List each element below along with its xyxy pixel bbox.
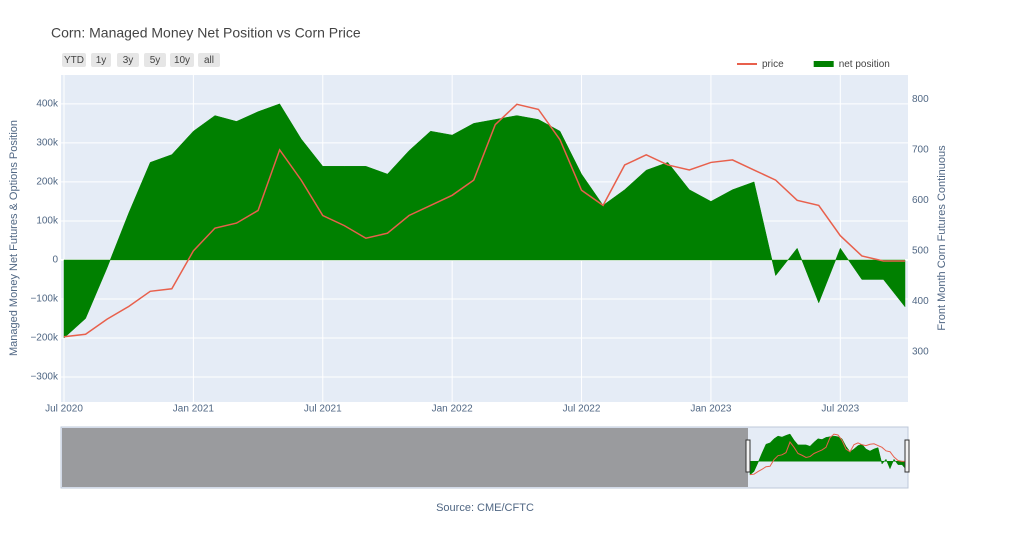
y-tick-label: 200k	[36, 177, 59, 188]
y2-tick-label: 400	[912, 296, 929, 307]
y-tick-label: −200k	[30, 333, 59, 344]
y2-axis-title: Front Month Corn Futures Continuous	[936, 145, 948, 331]
y2-tick-label: 700	[912, 144, 929, 155]
x-tick-label: Jul 2022	[563, 404, 601, 415]
slider-mask	[62, 428, 748, 487]
y-tick-label: 0	[52, 255, 58, 266]
button-bg[interactable]	[198, 53, 220, 67]
button-label[interactable]: 1y	[96, 55, 107, 66]
x-tick-label: Jul 2023	[821, 404, 859, 415]
source-note: Source: CME/CFTC	[436, 502, 534, 514]
button-bg[interactable]	[62, 53, 86, 67]
range-button[interactable]: all	[198, 53, 220, 67]
y-tick-label: 400k	[36, 99, 59, 110]
y2-tick-label: 300	[912, 347, 929, 358]
x-tick-label: Jul 2021	[304, 404, 342, 415]
y-tick-label: 300k	[36, 138, 59, 149]
range-button[interactable]: 10y	[170, 53, 194, 67]
legend-label: net position	[839, 59, 890, 70]
button-label[interactable]: 5y	[150, 55, 161, 66]
slider-handle-left[interactable]	[745, 439, 751, 473]
button-label[interactable]: YTD	[64, 55, 84, 66]
range-button[interactable]: 3y	[117, 53, 139, 67]
x-tick-label: Jan 2023	[690, 404, 732, 415]
button-bg[interactable]	[91, 53, 111, 67]
y-tick-label: 100k	[36, 216, 59, 227]
button-label[interactable]: all	[204, 55, 214, 66]
y-tick-label: −100k	[30, 294, 59, 305]
x-tick-label: Jan 2021	[173, 404, 215, 415]
x-tick-label: Jan 2022	[432, 404, 474, 415]
button-label[interactable]: 10y	[174, 55, 190, 66]
slider-handle-right[interactable]	[904, 439, 910, 473]
slider-line	[749, 433, 906, 476]
range-button[interactable]: 5y	[144, 53, 166, 67]
chart-title: Corn: Managed Money Net Position vs Corn…	[51, 25, 361, 41]
x-tick-label: Jul 2020	[45, 404, 83, 415]
y2-tick-label: 600	[912, 195, 929, 206]
button-bg[interactable]	[144, 53, 166, 67]
y-axis-title: Managed Money Net Futures & Options Posi…	[8, 120, 20, 356]
button-bg[interactable]	[117, 53, 139, 67]
y2-tick-label: 800	[912, 94, 929, 105]
range-button[interactable]: 1y	[91, 53, 111, 67]
area	[63, 103, 906, 339]
button-bg[interactable]	[170, 53, 194, 67]
y2-tick-label: 500	[912, 246, 929, 257]
y-tick-label: −300k	[30, 372, 59, 383]
range-button[interactable]: YTD	[62, 53, 86, 67]
button-label[interactable]: 3y	[123, 55, 134, 66]
legend-swatch	[813, 61, 834, 67]
line	[63, 103, 905, 338]
legend-label: price	[762, 59, 784, 70]
